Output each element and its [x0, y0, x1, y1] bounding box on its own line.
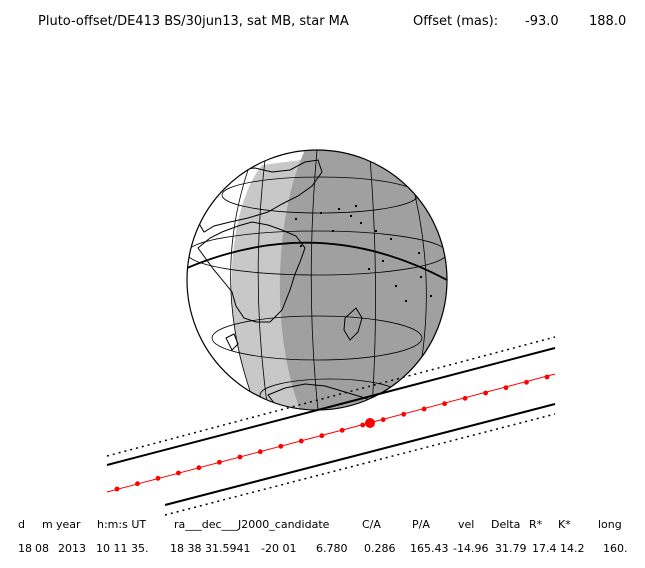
closest-approach-marker [365, 418, 375, 428]
night-zone [279, 150, 447, 410]
track-minute-dot [421, 406, 427, 412]
offset-y-value: 188.0 [589, 14, 627, 29]
col-vel: vel [458, 518, 475, 531]
col-d: d [18, 518, 25, 531]
south-limit-dotted [164, 413, 556, 516]
val-d: 18 [18, 542, 32, 555]
track-minute-dot [237, 454, 243, 460]
col-rstar: R* [529, 518, 543, 531]
event-table-values: 18 08 2013 10 11 35. 18 38 31.5941 -20 0… [0, 542, 645, 556]
col-year: year [56, 518, 81, 531]
val-kstar: 14.2 [560, 542, 585, 555]
track-minute-dot [360, 422, 366, 428]
val-long: 160. [603, 542, 628, 555]
track-minute-dot [544, 374, 550, 380]
track-minute-dot [257, 449, 263, 455]
track-minute-dot [380, 417, 386, 423]
track-minute-dot [524, 379, 529, 385]
track-minute-dot [339, 427, 345, 433]
track-minute-dot [278, 443, 284, 449]
val-mag: 6.780 [316, 542, 348, 555]
val-delta: 31.79 [495, 542, 527, 555]
val-rstar: 17.4 [532, 542, 557, 555]
col-radec: ra___dec___J2000_candidate [174, 518, 330, 531]
south-limit-line [164, 403, 556, 506]
track-minute-dot [196, 465, 202, 471]
track-minute-dot [114, 486, 120, 492]
equator-line [187, 241, 447, 281]
offset-label: Offset (mas): [413, 14, 499, 29]
val-pa: 165.43 [410, 542, 449, 555]
event-table-header: d m year h:m:s UT ra___dec___J2000_candi… [0, 518, 645, 532]
track-minute-dot [176, 470, 181, 476]
val-m: 08 [35, 542, 49, 555]
north-limit-line [106, 347, 556, 466]
val-vel: -14.96 [453, 542, 489, 555]
central-line [106, 373, 556, 493]
track-minute-dot [442, 401, 447, 407]
track-minute-dot [155, 475, 161, 481]
offset-x-value: -93.0 [525, 14, 559, 29]
track-minute-dot [462, 395, 468, 401]
col-kstar: K* [558, 518, 571, 531]
val-year: 2013 [58, 542, 86, 555]
plot-header: Pluto-offset/DE413 BS/30jun13, sat MB, s… [0, 14, 645, 34]
track-minute-dot [503, 385, 509, 391]
plot-title: Pluto-offset/DE413 BS/30jun13, sat MB, s… [38, 14, 349, 29]
track-minute-dot [319, 433, 325, 439]
track-minute-dot [483, 390, 488, 396]
track-minute-dot [298, 438, 304, 444]
col-long: long [598, 518, 622, 531]
val-ra: 18 38 31.5941 [170, 542, 251, 555]
graticule [187, 150, 447, 410]
col-pa: P/A [412, 518, 430, 531]
track-minute-dot [135, 481, 140, 487]
track-minute-dot [217, 459, 222, 465]
col-time: h:m:s UT [97, 518, 147, 531]
col-m: m [42, 518, 53, 531]
col-delta: Delta [491, 518, 521, 531]
track-markers [114, 374, 550, 492]
val-ca: 0.286 [364, 542, 396, 555]
val-dec: -20 01 [261, 542, 297, 555]
col-ca: C/A [362, 518, 381, 531]
continent-outlines [196, 159, 381, 410]
track-minute-dot [401, 411, 407, 417]
val-time: 10 11 35. [96, 542, 149, 555]
